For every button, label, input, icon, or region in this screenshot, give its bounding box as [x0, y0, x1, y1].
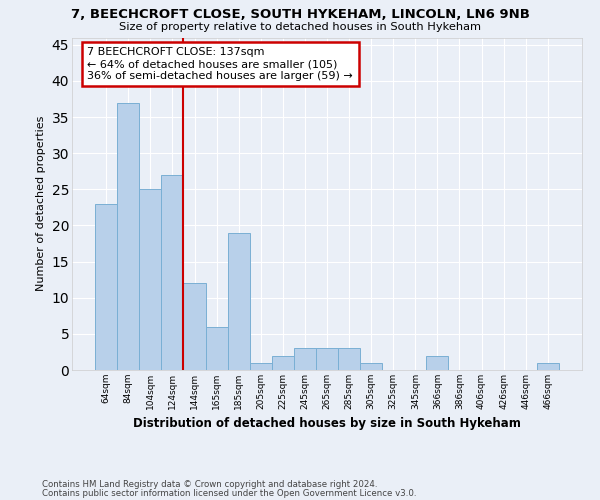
Bar	[161, 175, 184, 370]
Text: Contains HM Land Registry data © Crown copyright and database right 2024.: Contains HM Land Registry data © Crown c…	[42, 480, 377, 489]
Bar	[316, 348, 338, 370]
Bar	[338, 348, 360, 370]
Bar	[184, 284, 206, 370]
Bar	[206, 326, 227, 370]
Bar	[537, 363, 559, 370]
Bar	[360, 363, 382, 370]
Bar	[427, 356, 448, 370]
X-axis label: Distribution of detached houses by size in South Hykeham: Distribution of detached houses by size …	[133, 418, 521, 430]
Text: Size of property relative to detached houses in South Hykeham: Size of property relative to detached ho…	[119, 22, 481, 32]
Bar	[95, 204, 117, 370]
Y-axis label: Number of detached properties: Number of detached properties	[36, 116, 46, 292]
Bar	[294, 348, 316, 370]
Bar	[227, 232, 250, 370]
Text: 7 BEECHCROFT CLOSE: 137sqm
← 64% of detached houses are smaller (105)
36% of sem: 7 BEECHCROFT CLOSE: 137sqm ← 64% of deta…	[88, 48, 353, 80]
Bar	[272, 356, 294, 370]
Bar	[139, 190, 161, 370]
Text: 7, BEECHCROFT CLOSE, SOUTH HYKEHAM, LINCOLN, LN6 9NB: 7, BEECHCROFT CLOSE, SOUTH HYKEHAM, LINC…	[71, 8, 529, 20]
Bar	[250, 363, 272, 370]
Text: Contains public sector information licensed under the Open Government Licence v3: Contains public sector information licen…	[42, 489, 416, 498]
Bar	[117, 102, 139, 370]
